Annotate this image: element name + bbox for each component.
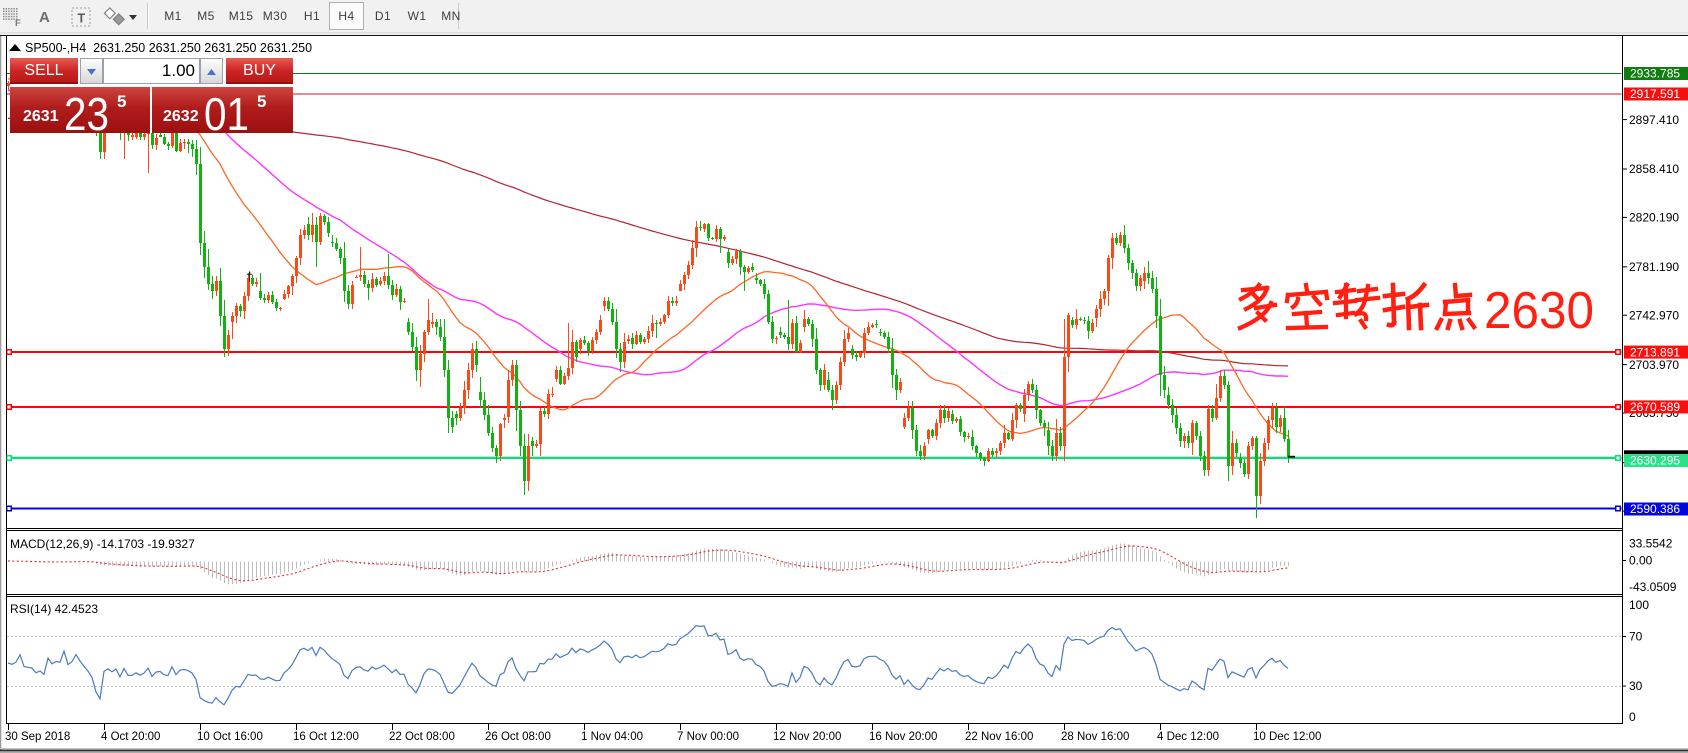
svg-text:RSI(14) 42.4523: RSI(14) 42.4523 — [10, 602, 98, 616]
svg-text:100: 100 — [1629, 598, 1649, 612]
svg-text:4 Oct 20:00: 4 Oct 20:00 — [101, 731, 160, 743]
svg-text:A: A — [39, 9, 50, 26]
svg-text:T: T — [78, 12, 86, 26]
svg-text:2670.589: 2670.589 — [1630, 400, 1680, 414]
svg-text:2781.190: 2781.190 — [1629, 260, 1679, 274]
svg-text:70: 70 — [1629, 630, 1643, 644]
svg-text:28 Nov 16:00: 28 Nov 16:00 — [1061, 731, 1129, 743]
svg-text:0: 0 — [1629, 710, 1636, 724]
svg-text:MACD(12,26,9) -14.1703 -19.932: MACD(12,26,9) -14.1703 -19.9327 — [10, 537, 195, 551]
svg-text:2917.591: 2917.591 — [1630, 87, 1680, 101]
svg-text:-43.0509: -43.0509 — [1629, 580, 1677, 594]
svg-text:2713.891: 2713.891 — [1630, 345, 1680, 359]
svg-text:2630: 2630 — [1484, 282, 1594, 340]
svg-text:7 Nov 00:00: 7 Nov 00:00 — [677, 731, 739, 743]
svg-text:2820.190: 2820.190 — [1629, 211, 1679, 225]
svg-text:33.5542: 33.5542 — [1629, 537, 1673, 551]
svg-text:2933.785: 2933.785 — [1630, 67, 1680, 81]
svg-text:10 Oct 16:00: 10 Oct 16:00 — [197, 731, 263, 743]
svg-text:22 Nov 16:00: 22 Nov 16:00 — [965, 731, 1033, 743]
svg-text:10 Dec 12:00: 10 Dec 12:00 — [1253, 731, 1321, 743]
svg-text:12 Nov 20:00: 12 Nov 20:00 — [773, 731, 841, 743]
svg-text:0.00: 0.00 — [1629, 554, 1653, 568]
svg-text:2897.410: 2897.410 — [1629, 113, 1679, 127]
svg-text:2858.410: 2858.410 — [1629, 162, 1679, 176]
svg-text:4 Dec 12:00: 4 Dec 12:00 — [1157, 731, 1219, 743]
svg-text:16 Nov 20:00: 16 Nov 20:00 — [869, 731, 937, 743]
svg-text:1 Nov 04:00: 1 Nov 04:00 — [581, 731, 643, 743]
svg-text:26 Oct 08:00: 26 Oct 08:00 — [485, 731, 551, 743]
svg-text:30: 30 — [1629, 679, 1643, 693]
svg-text:30 Sep 2018: 30 Sep 2018 — [5, 731, 70, 743]
svg-text:2630.295: 2630.295 — [1630, 454, 1680, 468]
svg-text:†: † — [246, 269, 253, 284]
svg-text:F: F — [15, 18, 21, 29]
svg-text:22 Oct 08:00: 22 Oct 08:00 — [389, 731, 455, 743]
svg-text:2703.970: 2703.970 — [1629, 358, 1679, 372]
svg-text:2590.386: 2590.386 — [1630, 502, 1680, 516]
svg-text:2742.970: 2742.970 — [1629, 308, 1679, 322]
svg-text:16 Oct 12:00: 16 Oct 12:00 — [293, 731, 359, 743]
svg-text:SP500-,H4 2631.250 2631.250 2: SP500-,H4 2631.250 2631.250 2631.250 263… — [25, 41, 312, 55]
